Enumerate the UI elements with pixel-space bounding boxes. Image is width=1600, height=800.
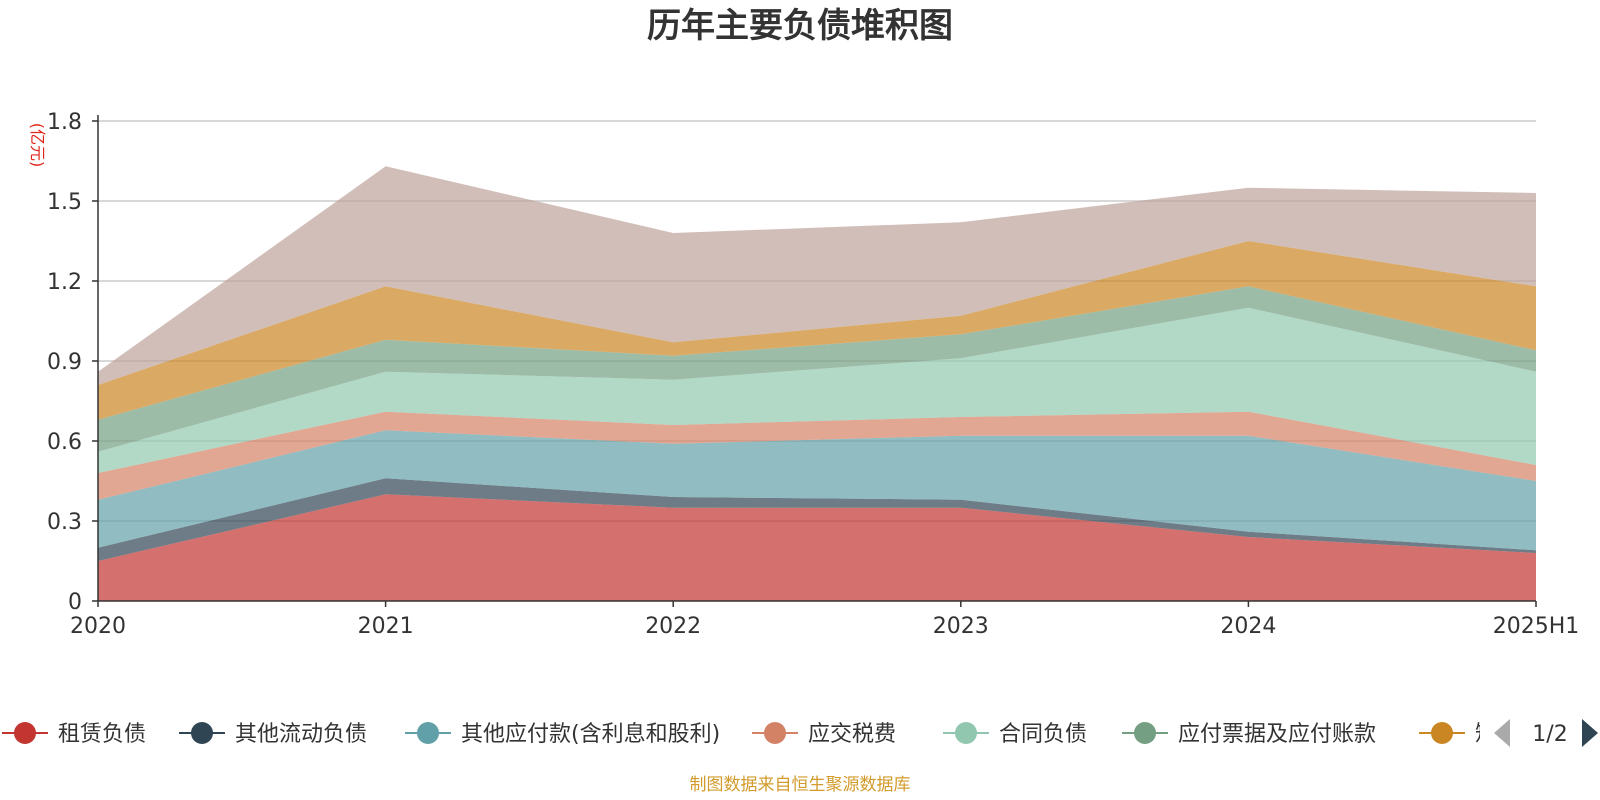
legend-marker <box>14 722 36 744</box>
area-series-4 <box>98 307 1536 473</box>
axes: 0 0.3 0.6 0.9 1.2 1.5 1.8 2020 2021 2022 2023 2024 2… <box>47 110 1579 639</box>
area-series-7 <box>98 166 1536 385</box>
legend-label: 其他应付款(含利息和股利) <box>461 722 720 747</box>
legend-item[interactable]: 应付票据及应付账款 <box>1122 722 1376 747</box>
chart-title: 历年主要负债堆积图 <box>647 6 953 46</box>
legend-marker <box>955 722 977 744</box>
x-tick-label: 2021 <box>358 614 414 639</box>
area-series-6 <box>98 241 1536 420</box>
y-tick-label: 0.9 <box>47 350 82 375</box>
legend-item[interactable]: 其他流动负债 <box>179 722 367 747</box>
legend-item[interactable]: 短 <box>1419 722 1497 747</box>
legend-marker <box>191 722 213 744</box>
legend-label: 其他流动负债 <box>235 722 367 747</box>
x-tick-label: 2023 <box>933 614 989 639</box>
legend-item[interactable]: 租赁负债 <box>2 722 146 747</box>
legend-label: 应付票据及应付账款 <box>1178 722 1376 747</box>
y-tick-label: 0 <box>68 590 82 615</box>
legend-prev-icon[interactable] <box>1494 719 1510 747</box>
legend-marker <box>764 722 786 744</box>
legend-item[interactable]: 合同负债 <box>943 722 1087 747</box>
y-tick-label: 1.2 <box>47 270 82 295</box>
y-tick-label: 0.6 <box>47 430 82 455</box>
legend-label: 合同负债 <box>999 722 1087 747</box>
x-tick-label: 2022 <box>645 614 701 639</box>
area-series-3 <box>98 411 1536 500</box>
source-note: 制图数据来自恒生聚源数据库 <box>690 775 911 795</box>
legend-page-indicator: 1/2 <box>1532 722 1567 747</box>
legend: 租赁负债 其他流动负债 其他应付款(含利息和股利) 应交税费 合同负债 应付票据及应付账款… <box>2 719 1598 747</box>
area-series-5 <box>98 286 1536 452</box>
area-series <box>98 166 1536 601</box>
x-tick-label: 2020 <box>70 614 126 639</box>
legend-next-icon[interactable] <box>1582 719 1598 747</box>
legend-item[interactable]: 其他应付款(含利息和股利) <box>405 722 720 747</box>
y-tick-label: 0.3 <box>47 510 82 535</box>
y-tick-label: 1.5 <box>47 190 82 215</box>
legend-label: 租赁负债 <box>58 722 146 747</box>
y-axis-unit: (亿元) <box>28 123 47 168</box>
y-tick-label: 1.8 <box>47 110 82 135</box>
legend-marker <box>417 722 439 744</box>
area-series-2 <box>98 430 1536 551</box>
x-tick-label: 2024 <box>1220 614 1276 639</box>
area-series-0 <box>98 494 1536 601</box>
legend-items: 租赁负债 其他流动负债 其他应付款(含利息和股利) 应交税费 合同负债 应付票据及应付账款… <box>2 722 1497 747</box>
legend-marker <box>1134 722 1156 744</box>
legend-marker <box>1431 722 1453 744</box>
legend-item[interactable]: 应交税费 <box>752 722 896 747</box>
x-tick-label: 2025H1 <box>1493 614 1580 639</box>
legend-label: 应交税费 <box>808 722 896 747</box>
legend-label: 短 <box>1475 722 1497 747</box>
